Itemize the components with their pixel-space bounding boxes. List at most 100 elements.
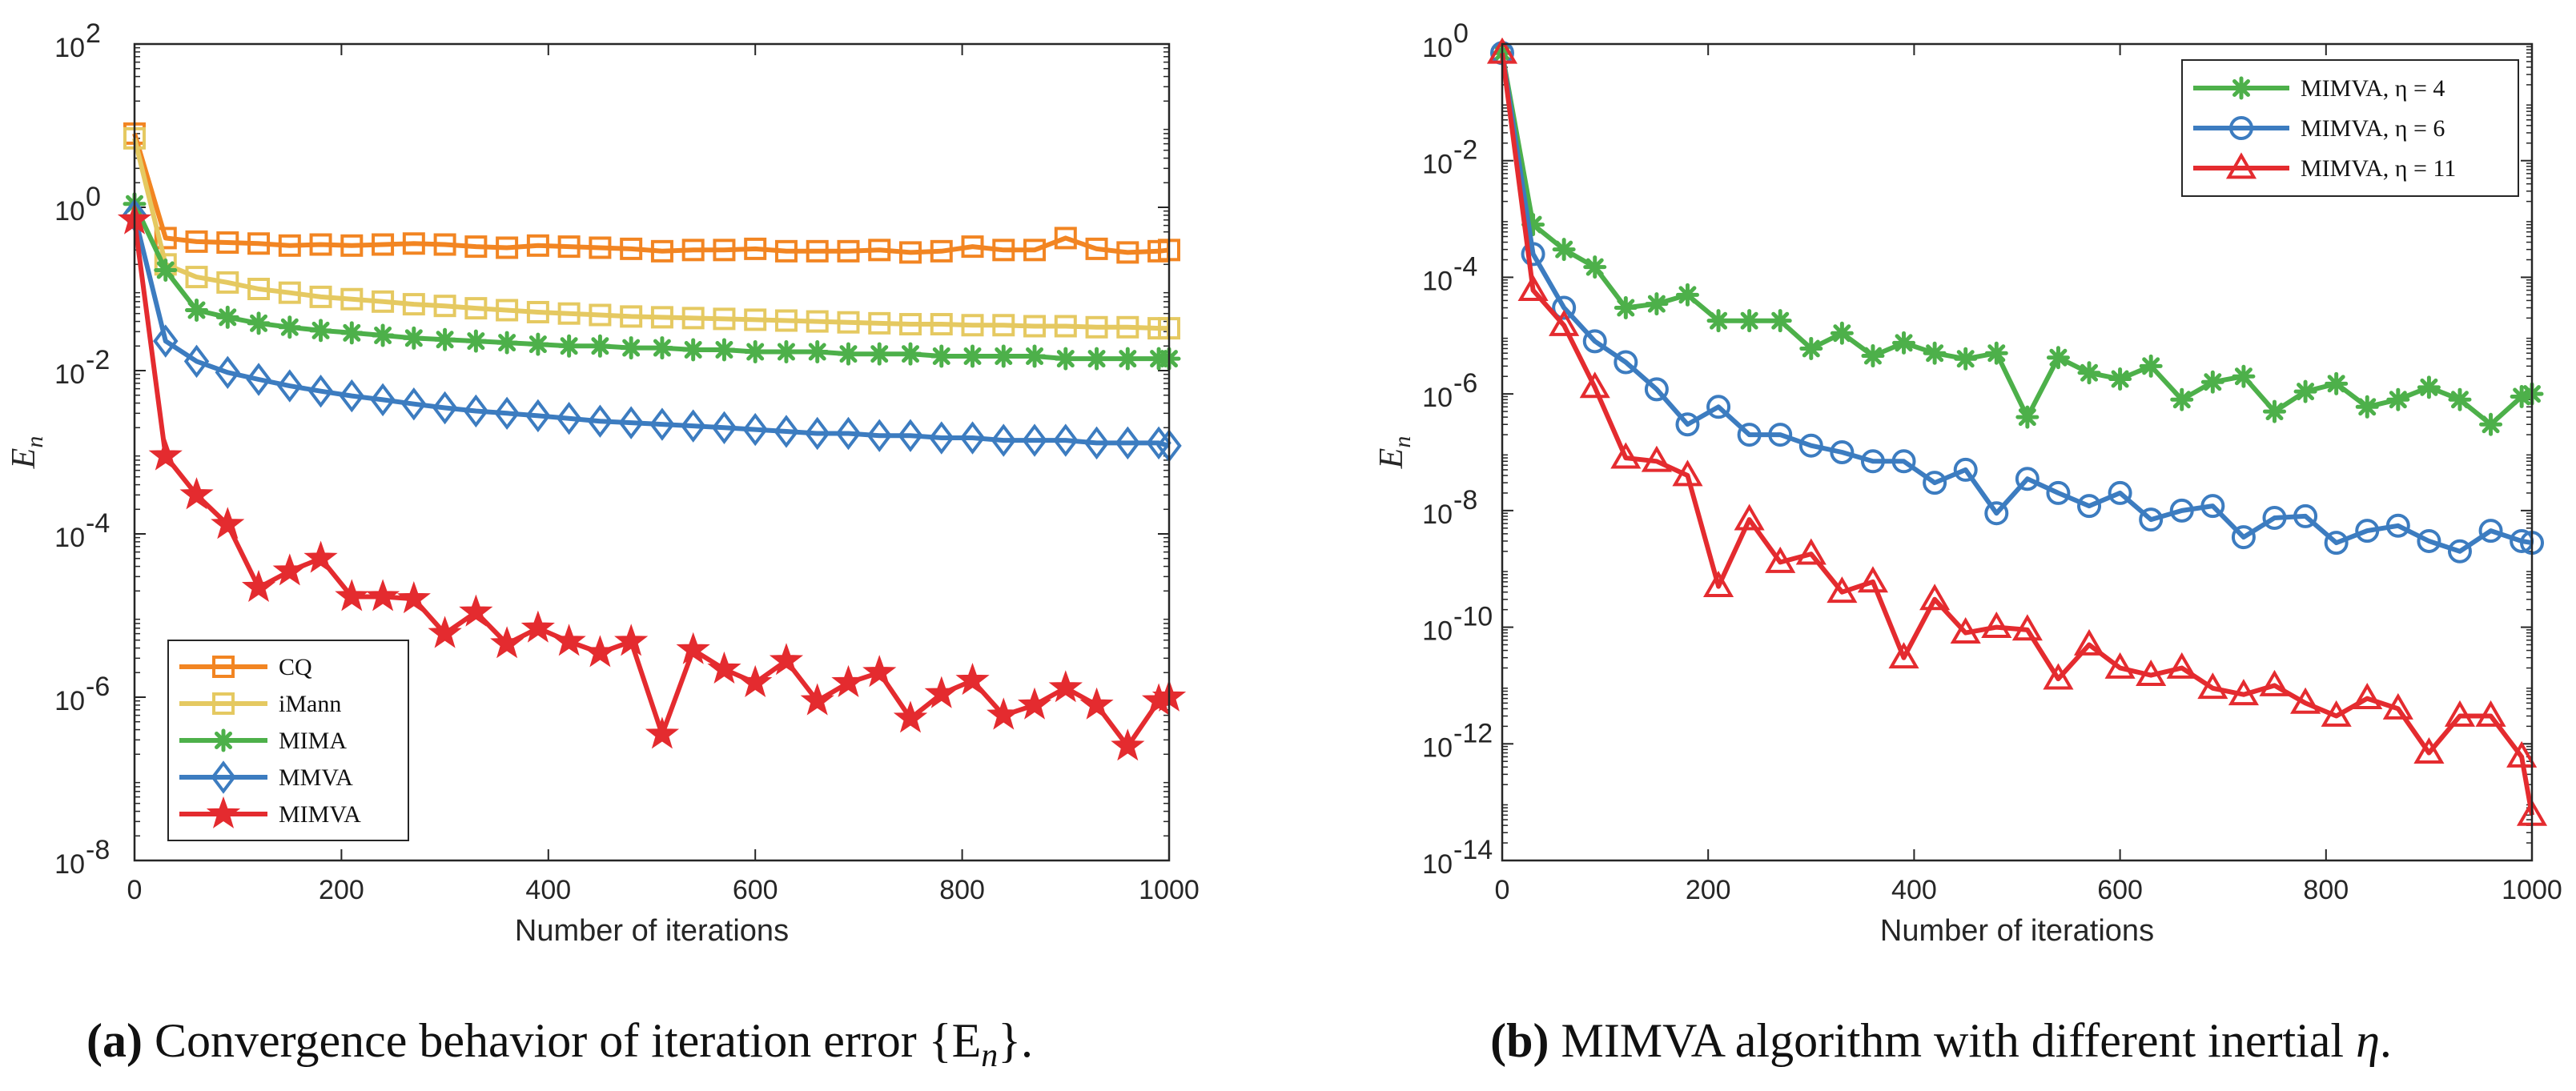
panel-a-data-point xyxy=(930,239,953,263)
panel-a-legend-marker xyxy=(211,760,236,794)
panel-a-data-point xyxy=(961,235,984,259)
panel-a-data-point xyxy=(1023,315,1047,338)
panel-b-data-point xyxy=(1954,347,1978,371)
panel-b-data-point xyxy=(1737,423,1762,447)
panel-a-data-point xyxy=(433,295,456,318)
panel-b-ylabel-main: E xyxy=(1373,448,1410,470)
panel-a-data-point xyxy=(583,635,617,668)
panel-a-data-point xyxy=(649,407,675,441)
panel-b-caption-space xyxy=(1549,1014,1561,1067)
panel-b-data-point xyxy=(2169,498,2194,523)
panel-b-data-point xyxy=(1552,295,1577,320)
panel-b-data-point xyxy=(1583,255,1607,279)
panel-b-ytick-exponent: -4 xyxy=(1453,251,1477,282)
panel-b-data-point xyxy=(2475,700,2506,727)
panel-b-data-point xyxy=(1702,571,1734,598)
panel-a-data-point xyxy=(525,399,551,433)
panel-b-data-point xyxy=(1857,566,1889,593)
panel-a-data-point xyxy=(992,314,1015,337)
panel-b-ytick-base: 10 xyxy=(1422,150,1453,180)
panel-b-data-point xyxy=(2139,507,2164,532)
panel-b-xtick-label: 1000 xyxy=(2502,875,2562,905)
panel-b-data-point xyxy=(2290,687,2321,714)
panel-b-data-point xyxy=(1950,617,1981,644)
panel-a-ytick-label: 10 -2 xyxy=(54,345,110,390)
panel-a-caption: (a) Convergence behavior of iteration er… xyxy=(86,1014,1033,1074)
panel-a-data-point xyxy=(774,339,798,363)
panel-a-data-point xyxy=(432,391,458,425)
panel-a-data-point xyxy=(247,278,271,300)
panel-a-data-point xyxy=(557,302,581,325)
panel-a-data-point xyxy=(490,626,524,659)
panel-b-legend: MIMVA, η = 4 MIMVA, η = 6 MIMVA, η = 11 xyxy=(2181,59,2519,197)
panel-b-data-point xyxy=(2448,387,2472,411)
panel-a-data-point xyxy=(401,387,427,421)
panel-a-ytick-label: 10 -8 xyxy=(54,835,110,880)
panel-b-ytick-exponent: -10 xyxy=(1453,602,1493,632)
panel-b-ytick-label: 10 -6 xyxy=(1422,368,1477,413)
panel-a-data-point xyxy=(154,258,178,282)
panel-a-legend-marker xyxy=(212,692,235,715)
panel-a-data-point xyxy=(681,338,705,362)
panel-b-data-point xyxy=(2386,387,2410,411)
panel-b-data-point xyxy=(2385,513,2410,538)
panel-b-legend-marker xyxy=(2229,116,2253,140)
panel-a-data-point xyxy=(370,383,396,417)
panel-a-data-point xyxy=(650,306,673,329)
panel-a-data-point xyxy=(247,232,271,255)
panel-b-caption-space xyxy=(2344,1014,2356,1067)
panel-b-ytick-label: 10 0 xyxy=(1422,18,1469,63)
panel-a-data-point xyxy=(835,416,862,451)
panel-a-data-point xyxy=(1054,347,1078,371)
panel-b-data-point xyxy=(2077,494,2102,519)
panel-b-data-point xyxy=(2324,531,2349,556)
panel-b-data-point xyxy=(2073,628,2105,656)
panel-a-xtick-label: 1000 xyxy=(1139,875,1200,905)
panel-b-xtick-label: 600 xyxy=(2097,875,2143,905)
panel-b-data-point xyxy=(1768,423,1793,447)
panel-a-data-point xyxy=(991,344,1015,368)
panel-a-data-point xyxy=(713,307,736,331)
panel-b-ytick-exponent: -8 xyxy=(1453,485,1477,515)
panel-b-data-point xyxy=(1984,501,2009,526)
panel-b-data-point xyxy=(2046,480,2071,505)
panel-b-data-point xyxy=(2170,387,2194,411)
panel-a-data-point xyxy=(216,231,239,255)
panel-a-data-point xyxy=(836,342,860,366)
panel-a-xlabel: Number of iterations xyxy=(515,914,789,948)
panel-a-data-point xyxy=(520,610,555,643)
panel-a-data-point xyxy=(396,580,431,614)
panel-b-data-point xyxy=(2200,370,2224,394)
panel-a-data-point xyxy=(866,419,892,452)
panel-a-data-point xyxy=(742,412,768,447)
panel-b-data-point xyxy=(1675,412,1700,437)
panel-b-ytick-exponent: -6 xyxy=(1453,368,1477,399)
panel-a-caption-space xyxy=(143,1014,155,1067)
panel-a-ytick-base: 10 xyxy=(54,196,85,227)
panel-a-data-point xyxy=(774,415,799,448)
panel-a-data-point xyxy=(867,342,891,366)
panel-a-data-point xyxy=(619,336,643,360)
panel-a-data-point xyxy=(681,239,705,262)
panel-a-data-point xyxy=(340,287,364,311)
panel-a-data-point xyxy=(183,344,210,379)
panel-b-ytick-exponent: -12 xyxy=(1453,718,1493,748)
panel-a-data-point xyxy=(961,314,984,337)
panel-a-data-point xyxy=(744,308,767,331)
panel-a-ytick-base: 10 xyxy=(54,359,85,390)
panel-a-data-point xyxy=(1085,315,1108,339)
panel-b-data-point xyxy=(2325,371,2349,395)
panel-a-data-point xyxy=(898,342,922,366)
panel-a-data-point xyxy=(241,569,276,603)
panel-a-data-point xyxy=(464,297,488,320)
panel-b-data-point xyxy=(1830,440,1855,464)
panel-b-caption-letter: (b) xyxy=(1490,1014,1549,1067)
panel-a-data-point xyxy=(650,239,673,263)
panel-a-data-point xyxy=(365,579,400,612)
panel-b-data-point xyxy=(1923,341,1947,365)
panel-a-data-point xyxy=(991,423,1016,457)
panel-b-data-point xyxy=(2139,354,2163,378)
panel-a-data-point xyxy=(588,334,612,358)
panel-b-data-point xyxy=(2417,375,2441,399)
